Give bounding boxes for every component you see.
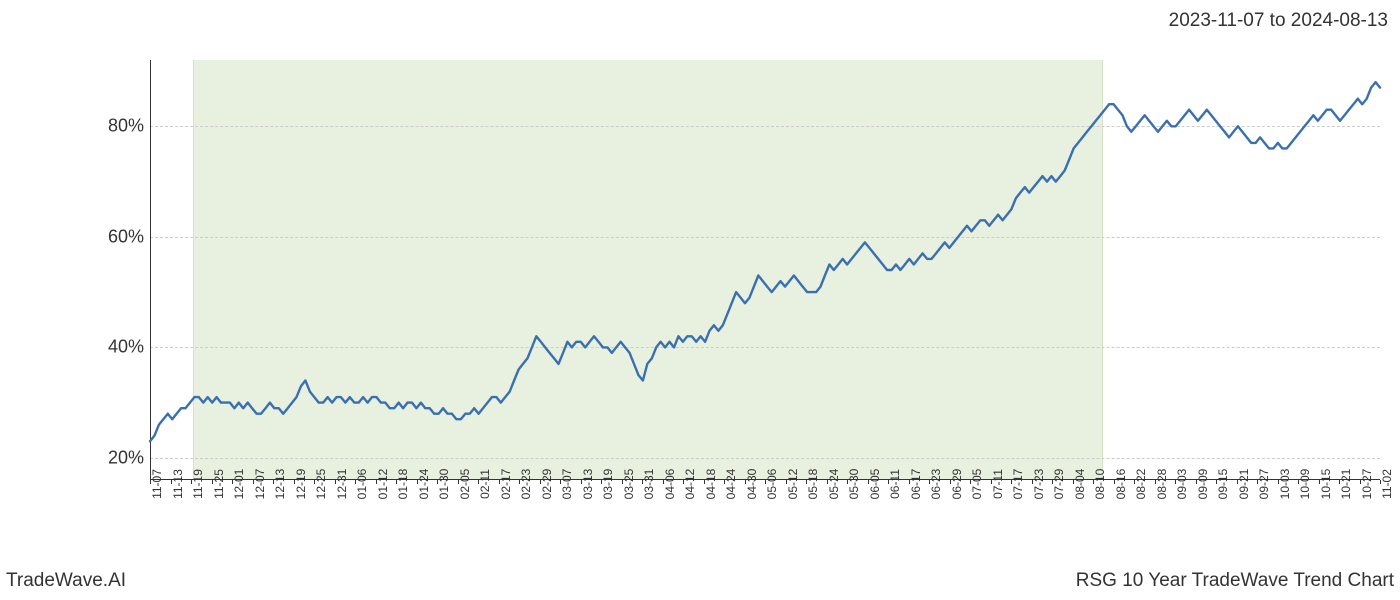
x-axis-tick [929, 480, 930, 484]
y-axis-tick-label: 80% [108, 116, 144, 137]
x-axis-tick [396, 480, 397, 484]
x-axis-tick [601, 480, 602, 484]
brand-label: TradeWave.AI [6, 570, 126, 592]
x-axis-tick [1257, 480, 1258, 484]
x-axis-tick [1093, 480, 1094, 484]
x-axis-tick [786, 480, 787, 484]
x-axis-tick [765, 480, 766, 484]
x-axis-tick [970, 480, 971, 484]
x-axis-tick [1155, 480, 1156, 484]
plot-area: 20%40%60%80%11-0711-1311-1911-2512-0112-… [150, 60, 1380, 480]
x-axis-tick [950, 480, 951, 484]
x-axis-tick [888, 480, 889, 484]
date-range-label: 2023-11-07 to 2024-08-13 [1169, 10, 1388, 32]
x-axis-tick [335, 480, 336, 484]
x-axis-tick [745, 480, 746, 484]
x-axis-tick [540, 480, 541, 484]
x-axis-tick-label: 11-02 [1380, 469, 1394, 499]
x-axis-tick [150, 480, 151, 484]
x-axis-tick [1052, 480, 1053, 484]
x-axis-tick [376, 480, 377, 484]
x-axis-tick [1114, 480, 1115, 484]
x-axis-tick [1319, 480, 1320, 484]
x-axis-tick [478, 480, 479, 484]
x-axis-tick [1196, 480, 1197, 484]
x-axis-tick [1073, 480, 1074, 484]
trend-chart: 20%40%60%80%11-0711-1311-1911-2512-0112-… [0, 40, 1400, 540]
x-axis-tick [437, 480, 438, 484]
x-axis-tick [253, 480, 254, 484]
x-axis-tick [171, 480, 172, 484]
x-axis-tick [560, 480, 561, 484]
x-axis-tick [827, 480, 828, 484]
x-axis-tick [1237, 480, 1238, 484]
x-axis-tick [417, 480, 418, 484]
x-axis-tick [1278, 480, 1279, 484]
x-axis-tick [642, 480, 643, 484]
x-axis-tick [212, 480, 213, 484]
series-line [150, 60, 1380, 480]
x-axis-tick [314, 480, 315, 484]
y-axis-tick-label: 40% [108, 337, 144, 358]
x-axis-tick [622, 480, 623, 484]
x-axis-tick [232, 480, 233, 484]
x-axis-tick [1216, 480, 1217, 484]
x-axis-tick [1360, 480, 1361, 484]
x-axis-tick [1175, 480, 1176, 484]
x-axis-tick [355, 480, 356, 484]
x-axis-tick [458, 480, 459, 484]
x-axis-tick [806, 480, 807, 484]
x-axis-tick [1032, 480, 1033, 484]
x-axis-tick [1298, 480, 1299, 484]
x-axis-tick [704, 480, 705, 484]
x-axis-tick [273, 480, 274, 484]
x-axis-tick [519, 480, 520, 484]
x-axis-tick [683, 480, 684, 484]
x-axis-tick [909, 480, 910, 484]
x-axis-tick [581, 480, 582, 484]
x-axis-tick [663, 480, 664, 484]
x-axis-tick [868, 480, 869, 484]
y-axis-tick-label: 20% [108, 447, 144, 468]
x-axis-tick [847, 480, 848, 484]
x-axis-tick [1339, 480, 1340, 484]
x-axis-tick [1011, 480, 1012, 484]
x-axis-tick [991, 480, 992, 484]
x-axis-tick [499, 480, 500, 484]
chart-title: RSG 10 Year TradeWave Trend Chart [1076, 570, 1394, 592]
x-axis-tick [191, 480, 192, 484]
x-axis-tick [1134, 480, 1135, 484]
x-axis-tick [294, 480, 295, 484]
x-axis-tick [724, 480, 725, 484]
x-axis-tick [1380, 480, 1381, 484]
y-axis-tick-label: 60% [108, 226, 144, 247]
